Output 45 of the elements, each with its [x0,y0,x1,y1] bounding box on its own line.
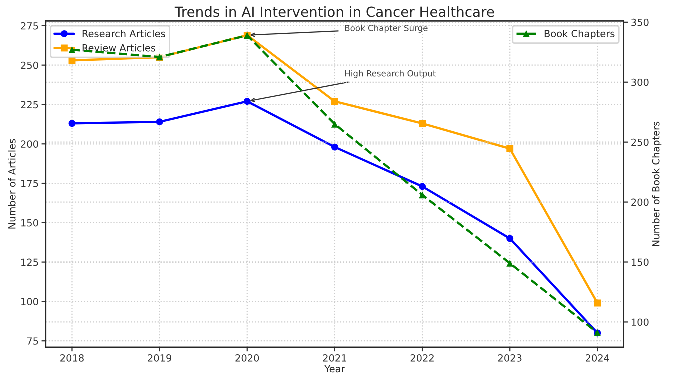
y2-tick-label: 200 [632,198,649,206]
annotation: Book Chapter Surge [345,24,428,33]
x-tick-label: 2020 [236,354,260,362]
point [68,120,76,128]
annotation: High Research Output [345,70,436,78]
y-tick-label: 100 [22,298,38,306]
y2-tick-label: 250 [632,138,649,146]
point [506,145,514,152]
point [244,98,251,106]
y2-tick-label: 100 [632,318,649,326]
legend-label: Book Chapters [544,30,615,40]
point [506,260,514,267]
y-tick-label: 225 [21,101,38,109]
point [331,144,338,151]
y2-tick-label: 300 [632,78,649,86]
legend-label: Research Articles [82,30,166,38]
y-axis-title: Number of Articles [8,139,16,229]
x-tick-label: 2022 [410,354,434,362]
y-tick-label: 175 [22,180,38,188]
point [331,120,338,128]
point [506,235,514,242]
y-tick-label: 275 [21,22,38,30]
legend-label: Review Articles [82,44,156,52]
point [419,183,426,190]
point [68,46,76,54]
x-axis-title: Year [324,365,346,373]
x-tick-label: 2024 [586,354,610,362]
point [331,98,338,106]
chart-title: Trends in AI Intervention in Cancer Healthcare [174,6,494,18]
x-tick-label: 2023 [498,354,522,362]
y2-tick-label: 350 [632,18,649,26]
y-tick-label: 200 [21,140,38,148]
point [156,118,164,126]
y2-tick-label: 150 [632,258,649,266]
x-tick-label: 2018 [60,354,84,362]
y2-axis-title: Number of Book Chapters [652,122,662,246]
point [419,120,426,128]
x-tick-label: 2019 [148,354,172,362]
x-tick-label: 2021 [323,354,346,362]
y-tick-label: 75 [27,338,38,345]
point [419,192,426,199]
point [594,300,602,307]
y-tick-label: 150 [22,219,38,227]
y-tick-label: 125 [22,258,38,266]
y-tick-label: 250 [21,62,38,70]
